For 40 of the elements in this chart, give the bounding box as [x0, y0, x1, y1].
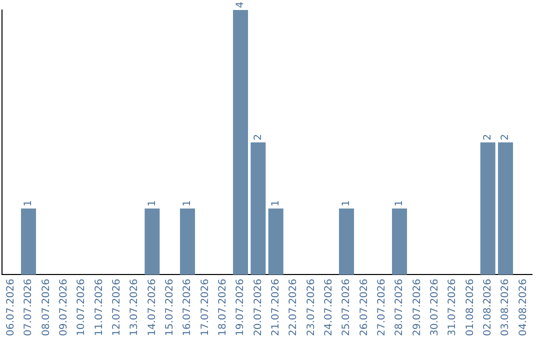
data-label: 2 [482, 134, 494, 140]
x-tick-label: 24.07.2026 [323, 278, 334, 336]
x-tick-label: 23.07.2026 [306, 278, 317, 336]
data-label: 4 [235, 2, 246, 8]
x-tick-label: 21.07.2026 [270, 278, 282, 336]
data-label: 1 [182, 200, 194, 207]
x-tick-label: 29.07.2026 [412, 278, 423, 336]
x-tick-label: 20.07.2026 [252, 278, 264, 336]
x-tick-label: 07.07.2026 [23, 278, 34, 336]
x-tick-label: 31.07.2026 [447, 278, 458, 336]
x-tick-label: 26.07.2026 [358, 278, 370, 336]
x-tick-label: 27.07.2026 [376, 278, 388, 336]
x-tick-label: 11.07.2026 [94, 278, 105, 336]
x-tick-label: 02.08.2026 [482, 278, 494, 336]
x-tick-label: 14.07.2026 [146, 278, 158, 336]
data-label: 2 [252, 134, 264, 140]
x-tick-label: 18.07.2026 [217, 278, 228, 336]
x-tick-label: 08.07.2026 [40, 278, 52, 336]
x-tick-label: 13.07.2026 [129, 278, 140, 336]
x-tick-label: 25.07.2026 [341, 278, 352, 336]
x-tick-label: 09.07.2026 [58, 278, 70, 336]
x-tick-label: 12.07.2026 [111, 278, 122, 336]
x-tick-label: 10.07.2026 [76, 278, 88, 336]
x-tick-label: 17.07.2026 [200, 278, 211, 336]
x-tick-label: 06.07.2026 [5, 278, 16, 336]
x-tick-label: 01.08.2026 [464, 278, 476, 336]
data-label: 1 [23, 200, 34, 207]
x-tick-label: 04.08.2026 [518, 278, 529, 336]
x-tick-label: 19.07.2026 [235, 278, 246, 336]
data-label: 1 [394, 200, 406, 207]
x-tick-label: 15.07.2026 [164, 278, 176, 336]
data-label: 1 [270, 200, 282, 207]
x-tick-label: 22.07.2026 [288, 278, 300, 336]
x-tick-label: 16.07.2026 [182, 278, 194, 336]
data-label: 1 [146, 200, 158, 207]
data-label: 1 [341, 200, 352, 207]
data-label: 2 [500, 134, 512, 140]
x-tick-label: 30.07.2026 [429, 278, 440, 336]
x-tick-label: 28.07.2026 [394, 278, 406, 336]
x-tick-label: 03.08.2026 [500, 278, 512, 336]
